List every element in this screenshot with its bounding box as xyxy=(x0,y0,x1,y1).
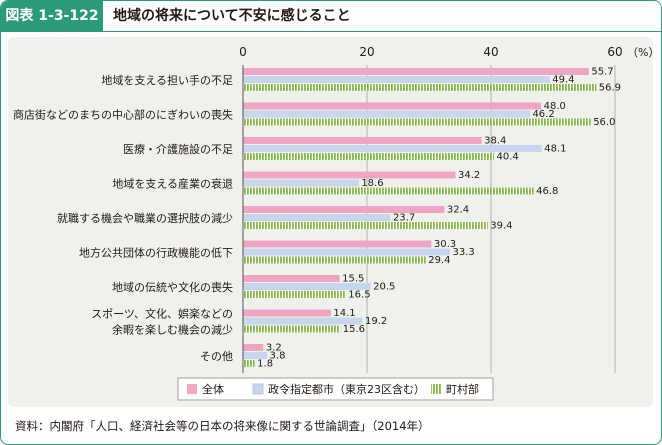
value-label: 49.4 xyxy=(552,75,574,86)
value-label: 48.1 xyxy=(544,144,566,155)
value-label: 3.8 xyxy=(270,351,286,362)
bar-towns xyxy=(243,118,591,126)
value-labels: 55.7 48.0 38.4 34.2 32.4 30.3 15.5 14.1 3.2 49.4 4… xyxy=(257,67,621,370)
category-label: 地方公共団体の行政機能の低下 xyxy=(79,246,233,260)
legend-label-cities: 政令指定都市（東京23区含む） xyxy=(268,382,425,396)
bar-cities xyxy=(243,76,550,83)
value-label: 55.7 xyxy=(591,67,613,78)
value-label: 38.4 xyxy=(484,136,506,147)
legend-label-all: 全体 xyxy=(202,382,224,396)
value-label: 3.2 xyxy=(266,343,282,354)
value-label: 56.0 xyxy=(593,117,615,128)
category-label: 地域の伝統や文化の喪失 xyxy=(112,280,233,294)
bar-towns xyxy=(243,84,597,91)
legend: 全体 政令指定都市（東京23区含む） 町村部 xyxy=(177,377,494,401)
value-label: 33.3 xyxy=(452,247,474,258)
bar-all xyxy=(243,206,445,213)
bar-cities xyxy=(243,110,530,118)
bar-towns xyxy=(243,291,346,298)
category-label: 地域を支える産業の衰退 xyxy=(112,177,233,191)
bar-towns xyxy=(243,222,488,229)
bar-cities xyxy=(243,283,371,290)
x-tick-label: 40 xyxy=(483,45,498,59)
bar-towns xyxy=(243,325,341,333)
value-label: 1.8 xyxy=(257,359,273,370)
figure-header: 図表 1-3-122 地域の将来について不安に感じること xyxy=(1,1,661,32)
legend-swatch-cities xyxy=(252,383,264,395)
value-label: 56.9 xyxy=(599,83,621,94)
x-tick-label: 0 xyxy=(239,45,247,59)
source-note: 資料：内閣府「人口、経済社会等の日本の将来像に関する世論調査」（2014年） xyxy=(15,419,430,433)
bar-towns xyxy=(243,360,255,367)
bar-all xyxy=(243,102,542,110)
category-label: 地域を支える担い手の不足 xyxy=(101,73,233,87)
x-axis-ticks: 0 20 40 60 （%） xyxy=(239,45,659,59)
value-label: 40.4 xyxy=(496,152,518,163)
legend-label-towns: 町村部 xyxy=(446,382,479,396)
legend-swatch-all xyxy=(187,384,197,394)
x-tick-label: 20 xyxy=(359,45,374,59)
bar-cities xyxy=(243,145,542,152)
value-label: 30.3 xyxy=(434,239,456,250)
bar-towns xyxy=(243,153,494,160)
value-label: 20.5 xyxy=(373,282,395,293)
figure-label: 図表 1-3-122 xyxy=(1,1,103,31)
bar-towns xyxy=(243,187,534,195)
bar-all xyxy=(243,171,456,179)
value-label: 23.7 xyxy=(393,213,415,224)
category-label: 商店街などのまちの中心部のにぎわいの喪失 xyxy=(13,108,233,122)
value-label: 46.8 xyxy=(536,186,558,197)
bar-all xyxy=(243,309,331,317)
unit-label: （%） xyxy=(627,46,659,59)
value-label: 34.2 xyxy=(458,170,480,181)
bar-cities xyxy=(243,248,450,256)
bar-series xyxy=(243,68,597,367)
bar-chart: 0 20 40 60 （%） 地域を支える担い手の不足商店街などのまちの中心部のにぎわい… xyxy=(13,45,659,401)
bar-all xyxy=(243,275,340,282)
bar-towns xyxy=(243,256,426,264)
category-label: 就職する機会や職業の選択肢の減少 xyxy=(57,211,233,225)
category-label: 医療・介護施設の不足 xyxy=(123,142,233,156)
value-label: 39.4 xyxy=(490,221,512,232)
bar-cities xyxy=(243,317,363,325)
value-label: 14.1 xyxy=(333,308,355,319)
x-tick-label: 60 xyxy=(607,45,622,59)
value-label: 48.0 xyxy=(544,101,566,112)
bar-all xyxy=(243,344,264,351)
category-label: その他 xyxy=(200,350,233,363)
bar-all xyxy=(243,68,589,75)
value-label: 15.6 xyxy=(343,324,365,335)
bar-all xyxy=(243,137,482,144)
legend-swatch-towns xyxy=(431,384,441,394)
value-label: 19.2 xyxy=(365,316,387,327)
bar-all xyxy=(243,240,432,248)
bar-cities xyxy=(243,179,359,187)
value-label: 16.5 xyxy=(348,290,370,301)
category-labels: 地域を支える担い手の不足商店街などのまちの中心部のにぎわいの喪失医療・介護施設の… xyxy=(13,73,233,363)
value-label: 46.2 xyxy=(532,109,554,120)
category-label: スポーツ、文化、娯楽などの余暇を楽しむ機会の減少 xyxy=(91,307,233,337)
bar-cities xyxy=(243,352,268,359)
value-label: 15.5 xyxy=(342,274,364,285)
value-label: 18.6 xyxy=(361,178,383,189)
value-label: 32.4 xyxy=(447,205,469,216)
value-label: 29.4 xyxy=(428,255,450,266)
bar-cities xyxy=(243,214,391,221)
figure-title: 地域の将来について不安に感じること xyxy=(113,8,351,24)
